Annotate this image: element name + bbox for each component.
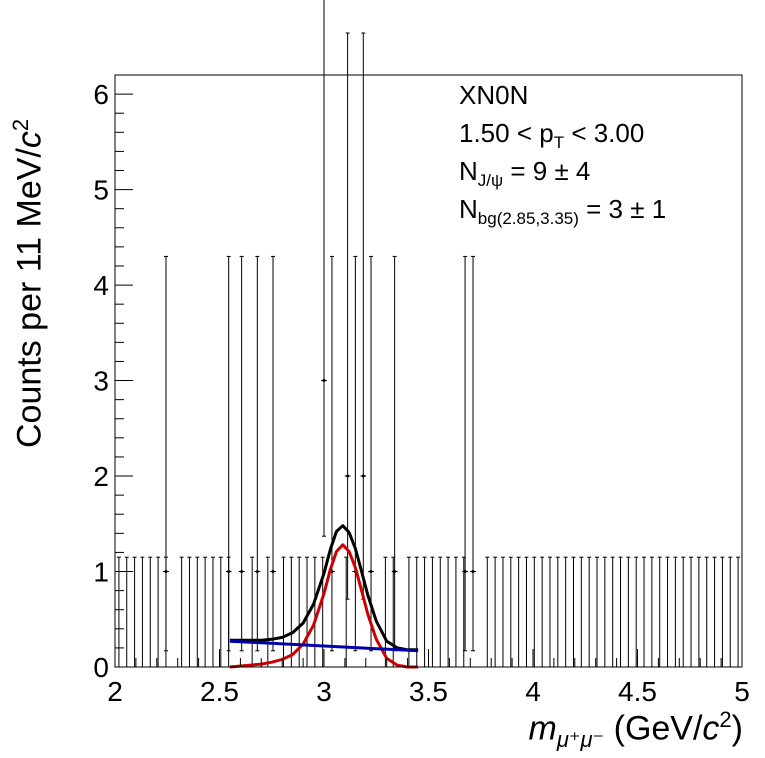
y-axis-label: Counts per 11 MeV/c2	[8, 118, 49, 448]
error-bars	[116, 0, 741, 668]
tick-labels: 2 2.5 3 3.5 4 4.5 5 0 1 2 3 4 5 6	[93, 79, 749, 707]
annotation-label: XN0N	[459, 80, 529, 110]
x-tick-label: 2	[107, 676, 123, 707]
data-point	[393, 570, 397, 574]
data-point	[346, 474, 350, 478]
y-tick-label: 4	[93, 270, 109, 301]
x-tick-label: 2.5	[200, 676, 239, 707]
x-tick-label: 4	[525, 676, 541, 707]
y-tick-label: 2	[93, 461, 109, 492]
fit-curve	[229, 639, 419, 653]
y-tick-label: 6	[93, 79, 109, 110]
data-point	[240, 570, 244, 574]
njpsi-label: NJ/ψ = 9 ± 4	[459, 156, 591, 191]
data-point	[463, 570, 467, 574]
nbg-label: Nbg(2.85,3.35) = 3 ± 1	[459, 194, 667, 229]
y-tick-label: 1	[93, 557, 109, 588]
data-point	[471, 570, 475, 574]
axis-ticks	[114, 74, 743, 668]
x-tick-label: 5	[734, 676, 750, 707]
data-point	[361, 474, 365, 478]
data-point	[271, 570, 275, 574]
y-tick-label: 0	[93, 652, 109, 683]
plot-frame	[114, 74, 743, 668]
x-tick-label: 3	[316, 676, 332, 707]
fit-curves	[229, 524, 419, 669]
y-tick-label: 3	[93, 366, 109, 397]
data-point	[255, 570, 259, 574]
fit-curve	[229, 524, 419, 652]
x-tick-label: 4.5	[618, 676, 657, 707]
x-tick-label: 3.5	[409, 676, 448, 707]
y-tick-label: 5	[93, 175, 109, 206]
pt-range-label: 1.50 < pT < 3.00	[459, 118, 645, 153]
x-axis-label: mμ⁺μ⁻ (GeV/c2)	[528, 707, 744, 753]
data-point	[322, 379, 326, 383]
data-point	[369, 570, 373, 574]
